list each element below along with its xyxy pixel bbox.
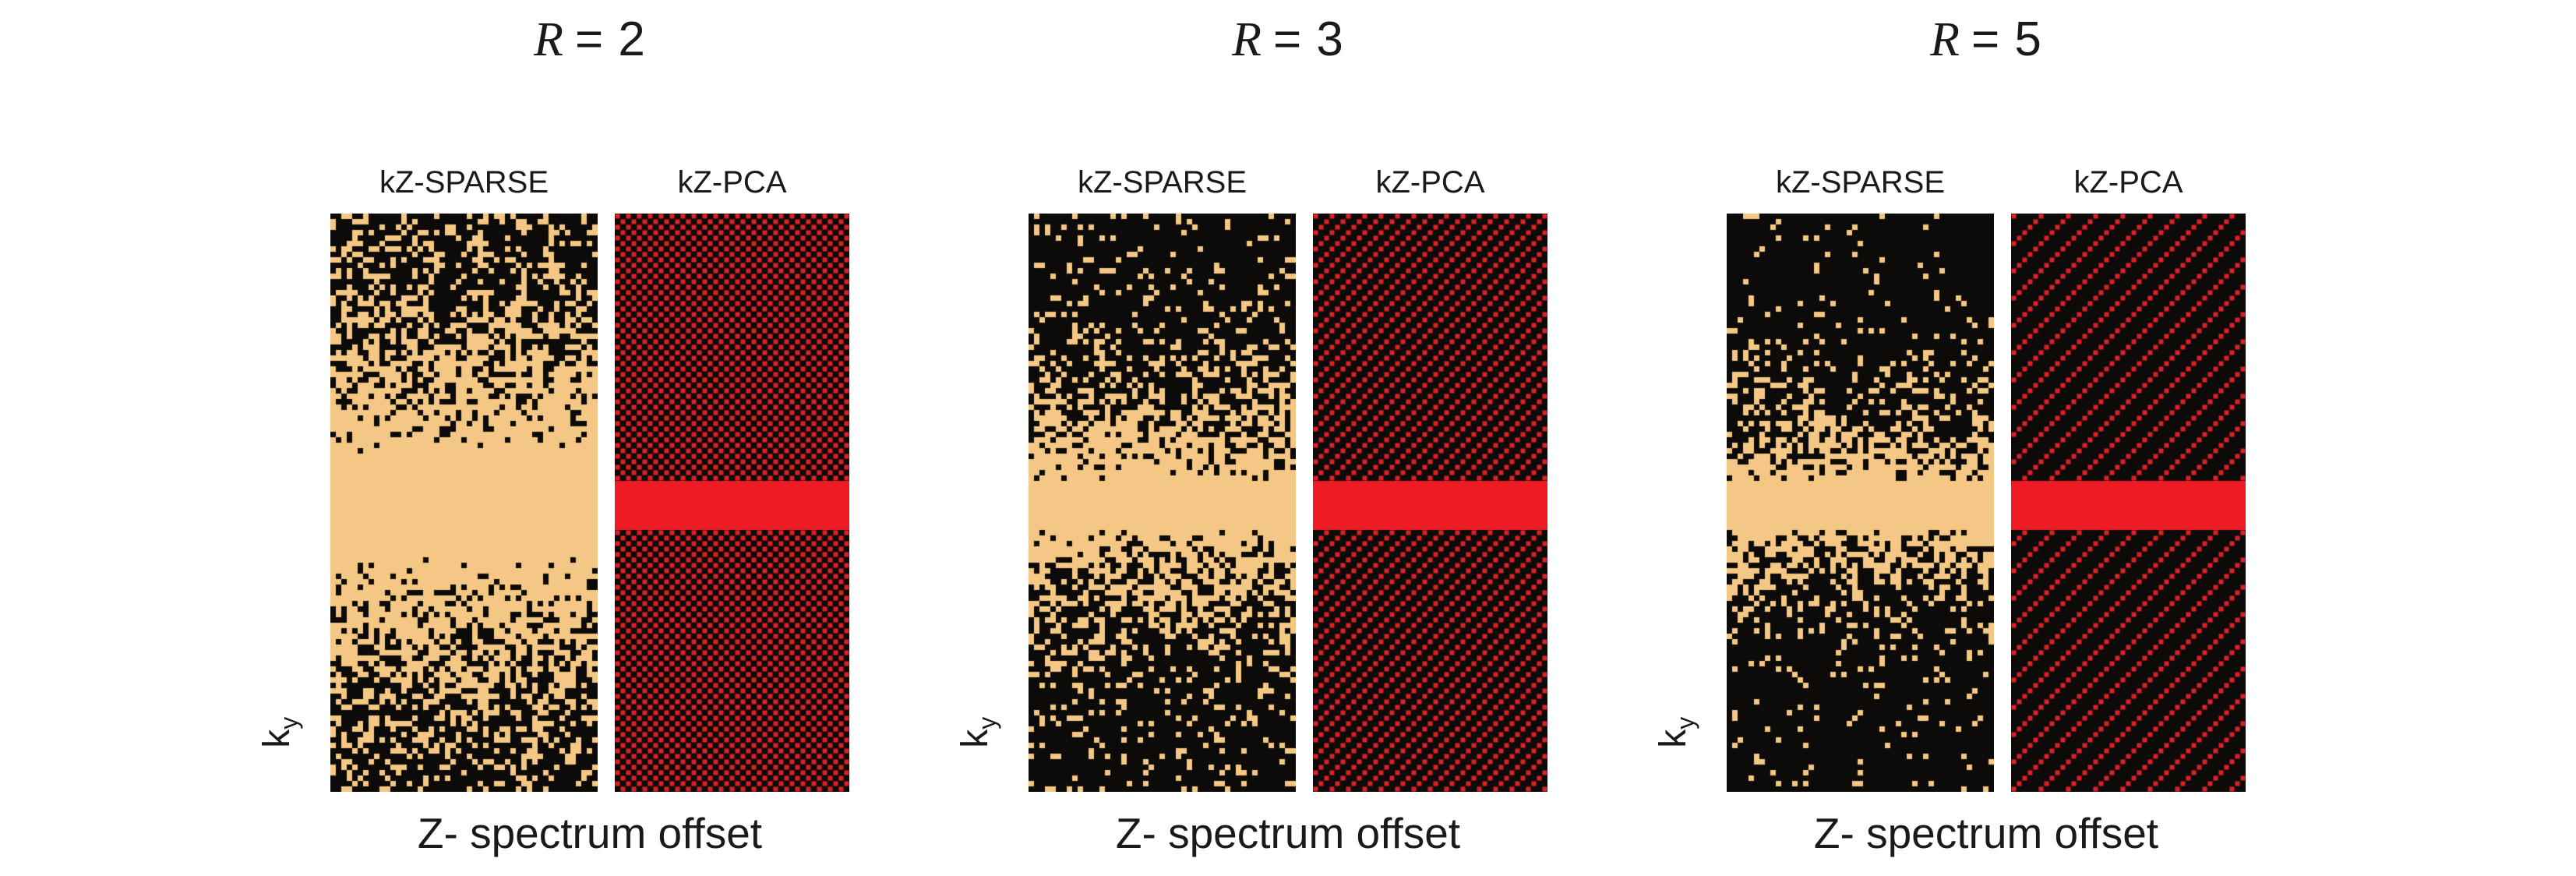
sparse-column-r3: kZ-SPARSE <box>1029 164 1296 792</box>
pca-mask-image-r3 <box>1313 214 1547 792</box>
title-variable: R <box>534 13 564 66</box>
y-axis-label-base: k <box>1653 729 1695 749</box>
x-axis-label: Z- spectrum offset <box>1115 809 1461 857</box>
panel-title-r5: R = 5 <box>1930 11 2042 69</box>
sparse-mask-image-r3 <box>1029 214 1296 792</box>
panel-r5: R = 5 ky kZ-SPARSE kZ-PCA Z- spectrum off… <box>1653 11 2246 859</box>
y-axis-label-base: k <box>256 729 298 749</box>
panel-title-r2: R = 2 <box>534 11 646 69</box>
panel-title-r3: R = 3 <box>1232 11 1344 69</box>
pca-label: kZ-PCA <box>2073 165 2183 200</box>
masks-pair-r2: ky kZ-SPARSE kZ-PCA <box>256 164 849 792</box>
pca-label: kZ-PCA <box>677 165 787 200</box>
panel-r3: R = 3 ky kZ-SPARSE kZ-PCA Z- spectrum off… <box>955 11 1547 859</box>
title-value: = 3 <box>1272 12 1344 66</box>
pca-mask-image-r2 <box>615 214 849 792</box>
y-axis-label: ky <box>256 690 304 775</box>
masks-pair-r3: ky kZ-SPARSE kZ-PCA <box>955 164 1547 792</box>
title-value: = 5 <box>1971 12 2042 66</box>
y-axis-label-base: k <box>955 729 997 749</box>
masks-pair-r5: ky kZ-SPARSE kZ-PCA <box>1653 164 2246 792</box>
sparse-mask-image-r2 <box>330 214 598 792</box>
sparse-mask-image-r5 <box>1727 214 1994 792</box>
pca-column-r5: kZ-PCA <box>2011 164 2246 792</box>
y-axis-label: ky <box>954 690 1002 775</box>
sparse-column-r2: kZ-SPARSE <box>330 164 598 792</box>
pca-label: kZ-PCA <box>1375 165 1485 200</box>
panel-r2: R = 2 ky kZ-SPARSE kZ-PCA Z- spectrum off… <box>256 11 849 859</box>
sparse-column-r5: kZ-SPARSE <box>1727 164 1994 792</box>
title-variable: R <box>1232 13 1262 66</box>
pca-column-r3: kZ-PCA <box>1313 164 1547 792</box>
y-axis-label: ky <box>1652 690 1700 775</box>
pca-column-r2: kZ-PCA <box>615 164 849 792</box>
pca-mask-image-r5 <box>2011 214 2246 792</box>
y-axis-label-sub: y <box>972 717 1001 730</box>
sparse-label: kZ-SPARSE <box>379 165 549 200</box>
title-value: = 2 <box>574 12 646 66</box>
sparse-label: kZ-SPARSE <box>1077 165 1247 200</box>
y-axis-label-sub: y <box>1671 717 1699 730</box>
title-variable: R <box>1930 13 1960 66</box>
x-axis-label: Z- spectrum offset <box>417 809 763 857</box>
sparse-label: kZ-SPARSE <box>1775 165 1946 200</box>
x-axis-label: Z- spectrum offset <box>1813 809 2159 857</box>
y-axis-label-sub: y <box>274 717 303 730</box>
